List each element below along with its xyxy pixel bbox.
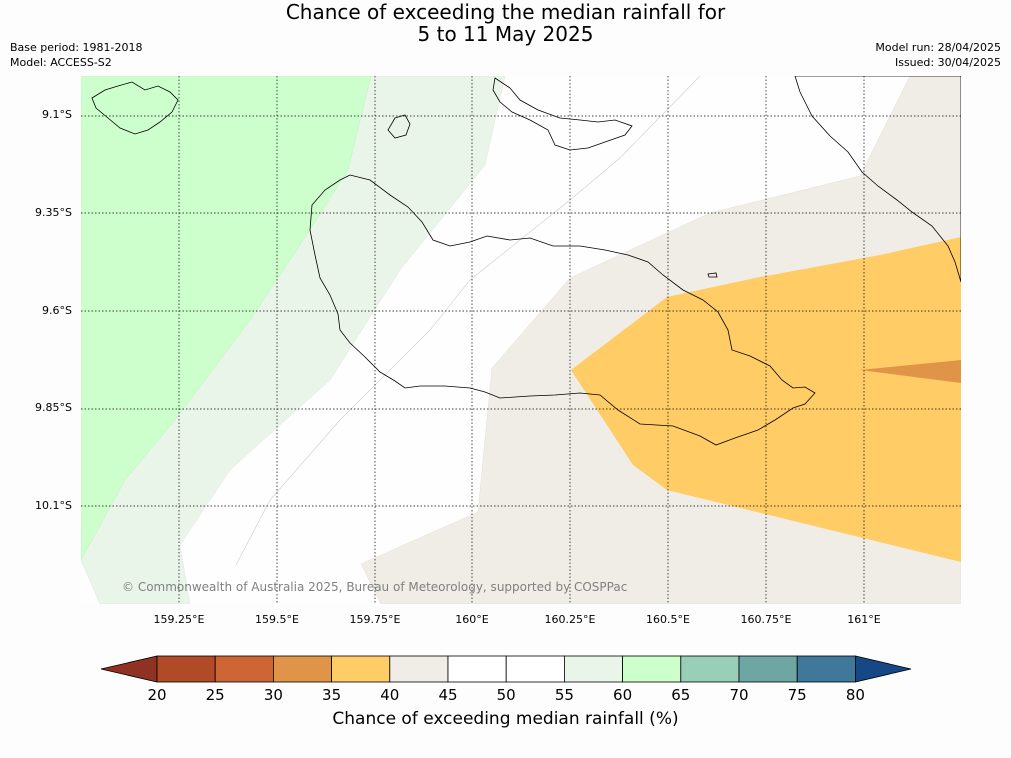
colorbar-tick-label: 50: [496, 686, 516, 704]
coastline-russell-islands: [91, 81, 179, 135]
colorbar-tick-label: 55: [554, 686, 574, 704]
colorbar-swatch: [564, 655, 624, 683]
colorbar-tick-label: 65: [671, 686, 691, 704]
coastline-florida-islands: [492, 77, 633, 151]
colorbar-swatch: [156, 655, 216, 683]
colorbar-tick-label: 80: [845, 686, 865, 704]
colorbar: [100, 655, 912, 683]
colorbar-swatch: [447, 655, 507, 683]
colorbar-extend-low: [100, 655, 158, 683]
lon-label: 159.25°E: [153, 613, 205, 626]
lon-label: 160°E: [455, 613, 489, 626]
colorbar-tick-label: 20: [147, 686, 167, 704]
colorbar-swatch: [272, 655, 332, 683]
band-60-65: [81, 76, 372, 561]
colorbar-tick-label: 35: [322, 686, 342, 704]
lat-label: 9.85°S: [35, 401, 72, 414]
contour-line: [235, 76, 701, 566]
colorbar-swatch: [505, 655, 565, 683]
colorbar-swatch: [738, 655, 798, 683]
colorbar-tick-label: 70: [729, 686, 749, 704]
lat-label: 9.1°S: [42, 108, 72, 121]
colorbar-tick-label: 40: [380, 686, 400, 704]
colorbar-swatch: [389, 655, 449, 683]
colorbar-tick-label: 45: [438, 686, 458, 704]
lon-label: 160.5°E: [646, 613, 690, 626]
model-run-text: Model run: 28/04/2025: [875, 41, 1001, 54]
metadata-left: Base period: 1981-2018 Model: ACCESS-S2: [10, 40, 142, 70]
metadata-right: Model run: 28/04/2025 Issued: 30/04/2025: [875, 40, 1001, 70]
coastline-malaita: [794, 76, 961, 283]
colorbar-swatch: [622, 655, 682, 683]
map-title-line-1: Chance of exceeding the median rainfall …: [285, 0, 726, 24]
copyright-notice: © Commonwealth of Australia 2025, Bureau…: [122, 580, 628, 594]
colorbar-tick-label: 25: [205, 686, 225, 704]
colorbar-tick-label: 75: [787, 686, 807, 704]
lat-label: 10.1°S: [35, 499, 72, 512]
lon-label: 159.75°E: [349, 613, 401, 626]
lon-label: 160.75°E: [740, 613, 792, 626]
colorbar-tick-label: 30: [263, 686, 283, 704]
lat-label: 9.35°S: [35, 206, 72, 219]
band-30-35: [860, 360, 961, 383]
lon-label: 159.5°E: [255, 613, 299, 626]
graticule: [81, 76, 961, 604]
base-period-text: Base period: 1981-2018: [10, 41, 143, 54]
colorbar-extend-high: [855, 655, 912, 683]
colorbar-title: Chance of exceeding median rainfall (%): [332, 709, 679, 729]
colorbar-swatch: [214, 655, 274, 683]
lon-label: 160.25°E: [544, 613, 596, 626]
coastline-island-dot: [707, 272, 718, 278]
lat-label: 9.6°S: [42, 304, 72, 317]
lon-label: 161°E: [847, 613, 881, 626]
coastline-island-small: [387, 114, 411, 139]
map-title-line-2: 5 to 11 May 2025: [417, 22, 594, 46]
coastline-guadalcanal: [309, 174, 816, 446]
colorbar-tick-label: 60: [613, 686, 633, 704]
colorbar-swatch: [796, 655, 856, 683]
model-text: Model: ACCESS-S2: [10, 56, 112, 69]
colorbar-swatch: [331, 655, 391, 683]
colorbar-swatch: [680, 655, 740, 683]
issued-text: Issued: 30/04/2025: [894, 56, 1001, 69]
